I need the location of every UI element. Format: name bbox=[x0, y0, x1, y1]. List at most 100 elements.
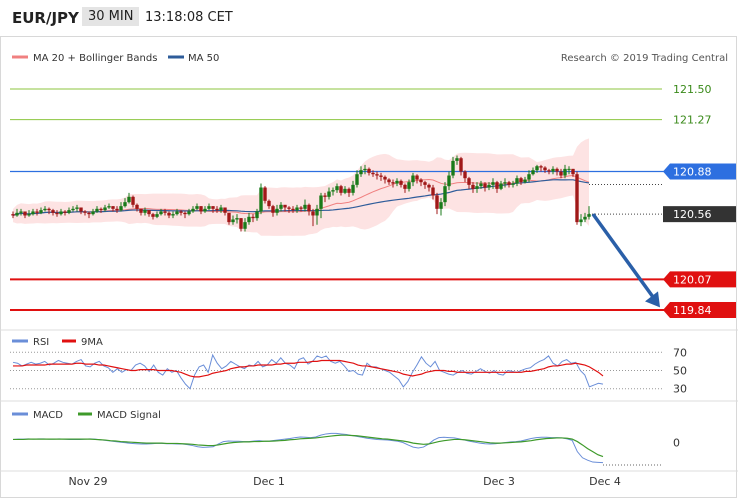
candle-body bbox=[571, 168, 575, 175]
candle-body bbox=[35, 211, 39, 213]
candle-body bbox=[507, 182, 511, 185]
candle-body bbox=[171, 214, 175, 216]
x-axis: Nov 29 Dec 1 Dec 3 Dec 4 bbox=[0, 470, 738, 488]
candle-body bbox=[411, 175, 415, 183]
candle-body bbox=[375, 174, 379, 176]
candle-body bbox=[443, 186, 447, 203]
rsi-pane: RSI 9MA 70 50 30 bbox=[0, 337, 738, 402]
candle-body bbox=[455, 158, 459, 161]
candle-body bbox=[187, 211, 191, 215]
candle-body bbox=[547, 170, 551, 172]
chart-frame bbox=[0, 36, 737, 498]
candle-body bbox=[163, 211, 167, 213]
candle-body bbox=[31, 211, 35, 215]
x-tick-label: Dec 4 bbox=[589, 475, 621, 488]
candle-body bbox=[191, 208, 195, 212]
candle-body bbox=[335, 186, 339, 191]
candle-body bbox=[315, 208, 319, 216]
candle-body bbox=[491, 182, 495, 185]
candle-body bbox=[383, 176, 387, 180]
candle-body bbox=[271, 206, 275, 213]
candle-body bbox=[119, 206, 123, 211]
support-label-120.07: 120.07 bbox=[673, 273, 712, 286]
candle-body bbox=[199, 206, 203, 212]
candle-body bbox=[103, 207, 107, 211]
candle-body bbox=[331, 190, 335, 192]
candle-body bbox=[235, 218, 239, 220]
candle-body bbox=[267, 200, 271, 207]
legend-label-macd: MACD bbox=[33, 410, 63, 421]
candle-body bbox=[123, 202, 127, 207]
candle-body bbox=[543, 167, 547, 171]
candle-body bbox=[95, 208, 99, 212]
candle-body bbox=[75, 207, 79, 209]
macd-tick-0: 0 bbox=[673, 437, 680, 450]
header-bar: EUR/JPY 30 MIN 13:18:08 CET bbox=[0, 0, 738, 36]
candle-body bbox=[303, 204, 307, 209]
candle-body bbox=[135, 204, 139, 209]
legend-label-ma20: MA 20 + Bollinger Bands bbox=[33, 53, 157, 64]
candle-body bbox=[575, 174, 579, 223]
candle-body bbox=[427, 184, 431, 188]
candle-body bbox=[47, 208, 51, 211]
candle-body bbox=[251, 216, 255, 219]
support-label-119.84: 119.84 bbox=[673, 304, 712, 317]
candle-body bbox=[139, 208, 143, 213]
candle-body bbox=[111, 206, 115, 209]
candle-body bbox=[539, 166, 543, 168]
candle-body bbox=[23, 211, 27, 216]
candle-body bbox=[287, 207, 291, 209]
last-price-label: 120.56 bbox=[673, 208, 712, 221]
candle-body bbox=[151, 214, 155, 217]
copyright-credit: Research © 2019 Trading Central bbox=[561, 53, 728, 64]
candle-body bbox=[347, 188, 351, 193]
candle-body bbox=[71, 208, 75, 211]
candle-body bbox=[127, 196, 131, 203]
candle-body bbox=[263, 187, 267, 201]
resistance-tag-120.88 bbox=[663, 163, 736, 180]
candle-body bbox=[423, 182, 427, 185]
candle-body bbox=[363, 168, 367, 171]
candle-body bbox=[475, 186, 479, 189]
candle-body bbox=[83, 211, 87, 213]
candle-body bbox=[319, 195, 323, 209]
candle-body bbox=[231, 219, 235, 223]
candle-body bbox=[415, 175, 419, 180]
candle-body bbox=[351, 184, 355, 193]
candle-body bbox=[535, 166, 539, 171]
timestamp: 13:18:08 CET bbox=[145, 10, 233, 25]
candle-body bbox=[79, 207, 83, 212]
candle-body bbox=[275, 208, 279, 213]
candle-body bbox=[387, 179, 391, 183]
candle-body bbox=[91, 211, 95, 215]
candle-body bbox=[399, 180, 403, 185]
candle-body bbox=[279, 204, 283, 209]
candle-body bbox=[39, 210, 43, 213]
candle-body bbox=[59, 211, 63, 215]
candle-body bbox=[467, 178, 471, 185]
x-tick-label: Nov 29 bbox=[69, 475, 108, 488]
candle-body bbox=[167, 212, 171, 216]
candle-body bbox=[523, 179, 527, 183]
candle-body bbox=[395, 180, 399, 184]
legend-label-9ma: 9MA bbox=[81, 337, 103, 348]
candle-body bbox=[179, 211, 183, 213]
candle-body bbox=[463, 171, 467, 179]
candle-body bbox=[451, 160, 455, 176]
candle-body bbox=[339, 186, 343, 193]
candle-body bbox=[343, 188, 347, 193]
legend-label-rsi: RSI bbox=[33, 337, 49, 348]
candle-body bbox=[435, 195, 439, 209]
candle-body bbox=[499, 183, 503, 189]
candle-body bbox=[483, 183, 487, 188]
timeframe-button[interactable]: 30 MIN bbox=[82, 7, 140, 26]
candle-body bbox=[259, 187, 263, 212]
candle-body bbox=[355, 174, 359, 185]
candle-body bbox=[567, 168, 571, 170]
candle-body bbox=[563, 168, 567, 176]
candle-body bbox=[471, 184, 475, 189]
rsi-line bbox=[12, 353, 604, 390]
candle-body bbox=[531, 170, 535, 175]
candle-body bbox=[67, 210, 71, 213]
